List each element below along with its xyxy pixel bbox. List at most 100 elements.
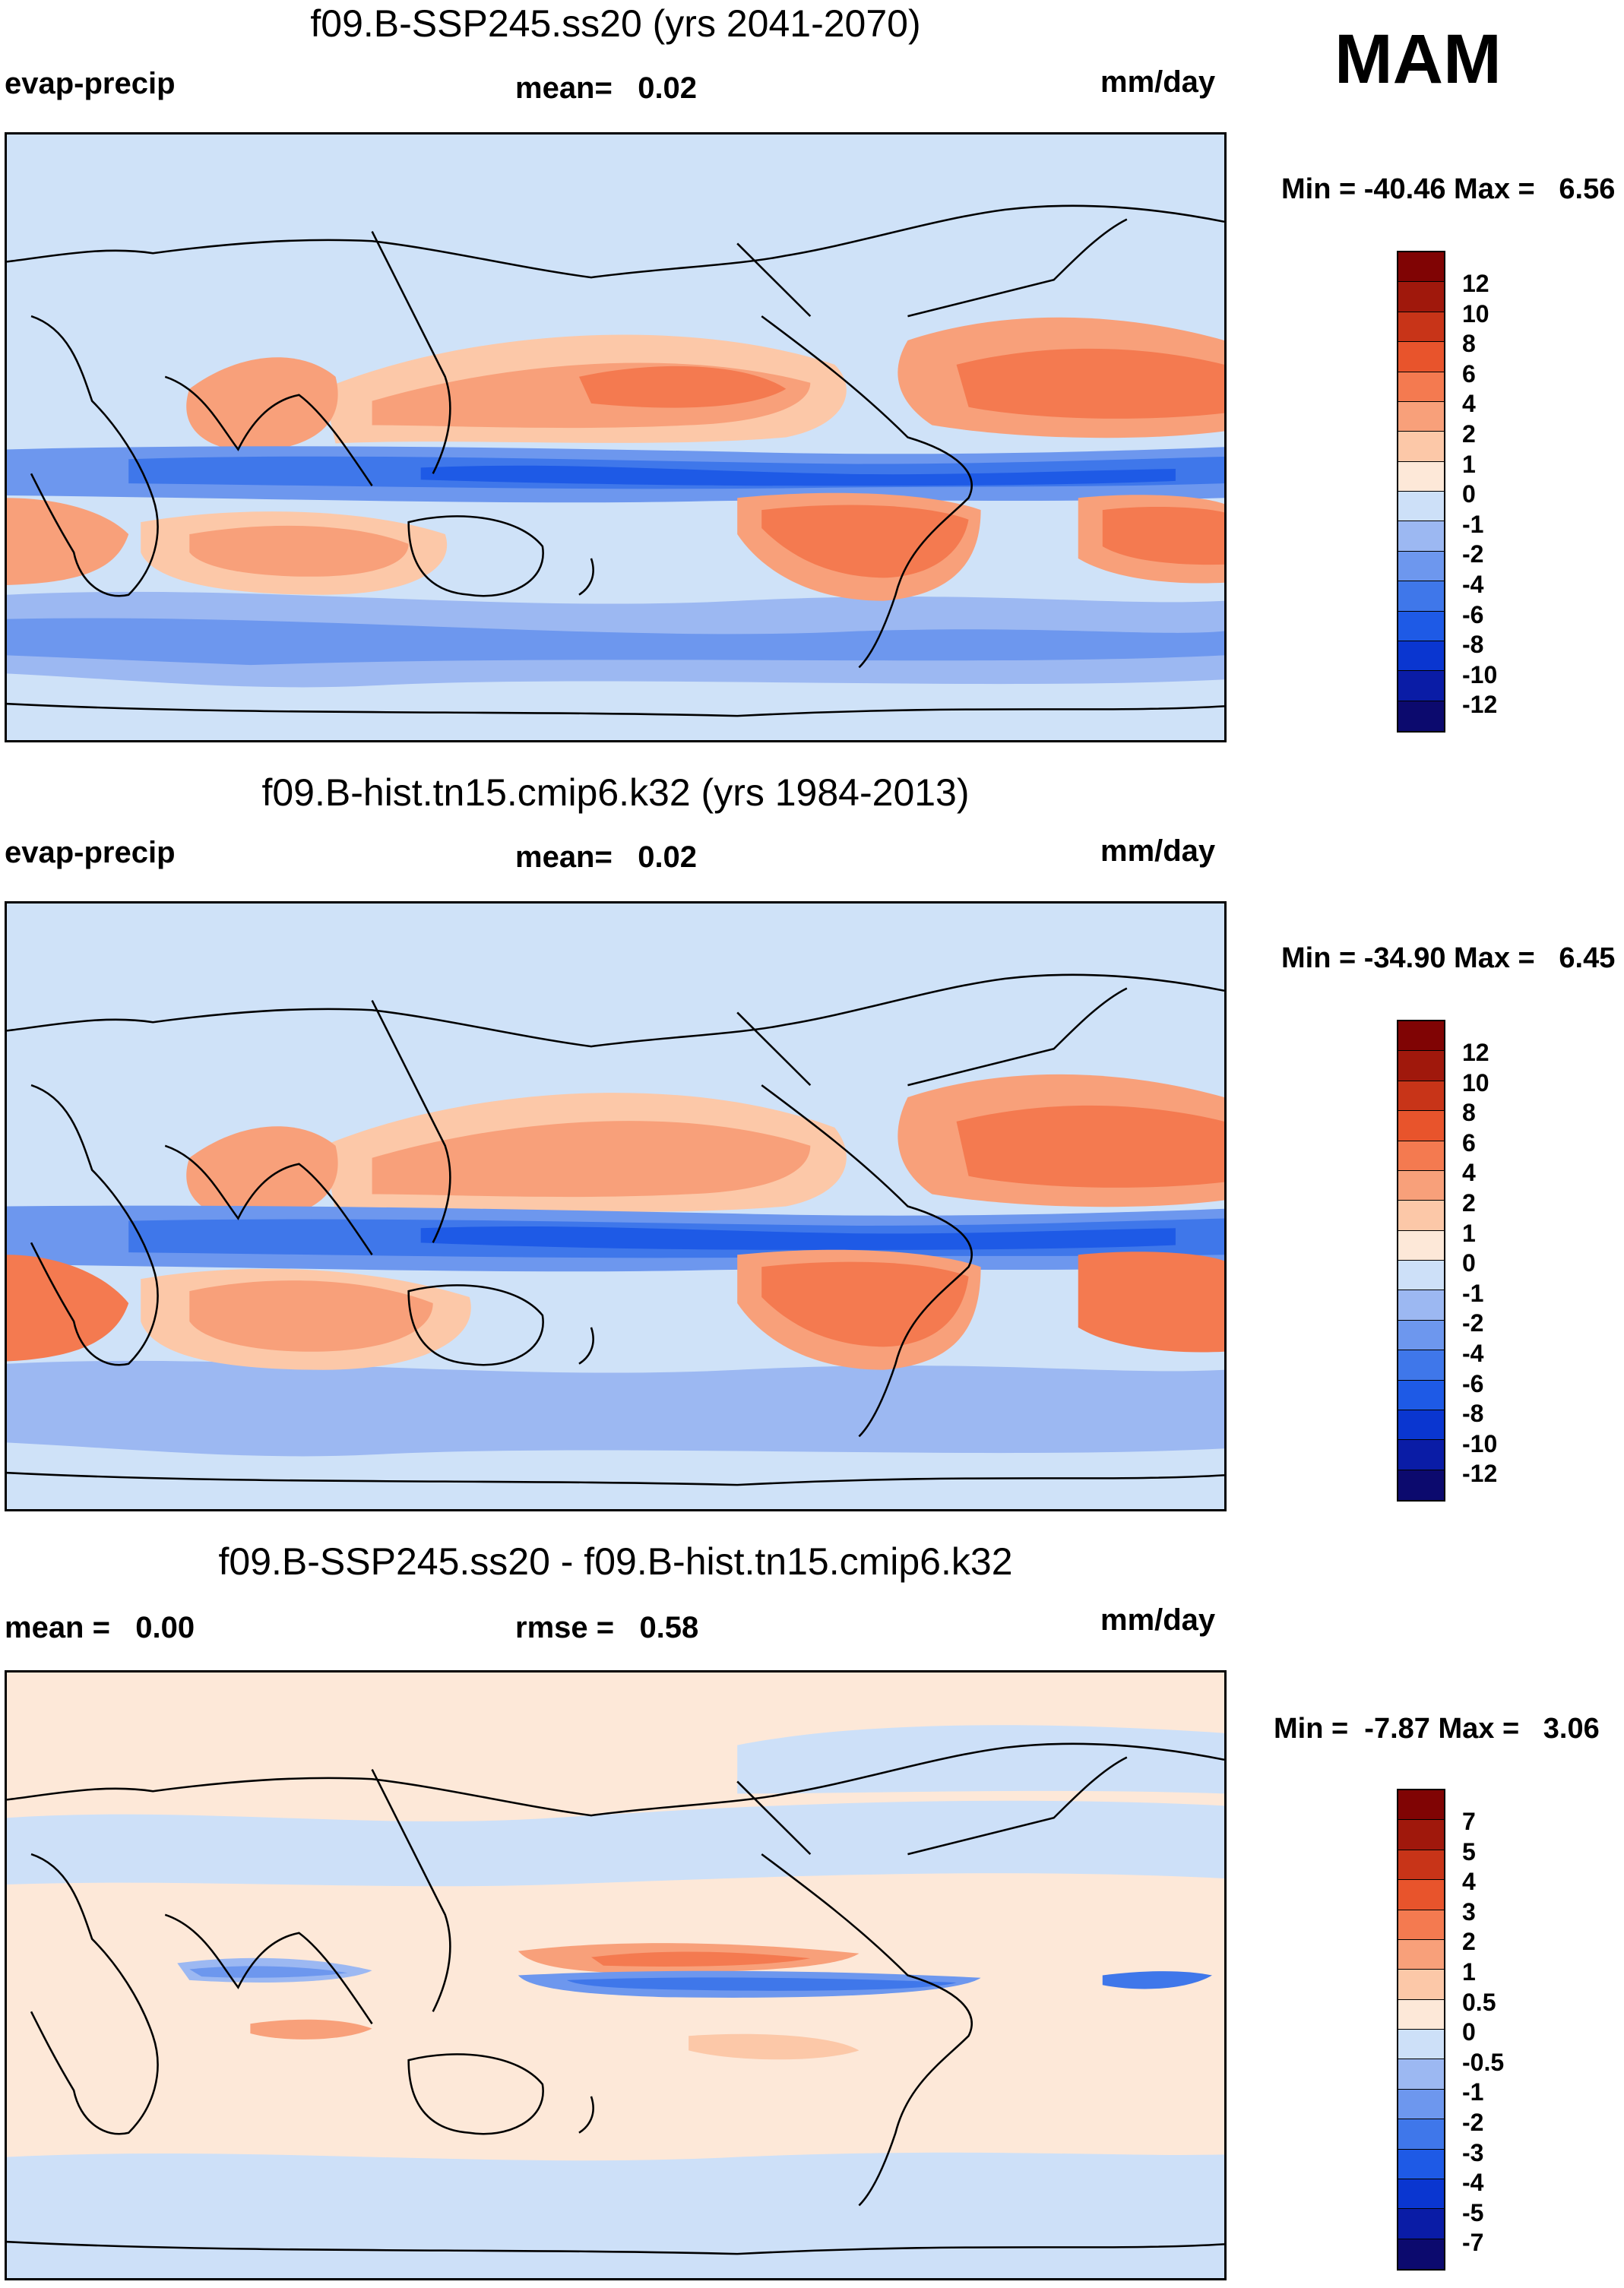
colorbar-swatch	[1398, 1380, 1444, 1410]
panel-2-minmax: Min = -34.90 Max = 6.45	[1281, 942, 1616, 974]
panel-2-mean-label: mean= 0.02	[515, 840, 698, 874]
colorbar-swatch	[1398, 1880, 1444, 1910]
panel-3-mean-label: mean = 0.00	[5, 1611, 195, 1644]
colorbar-swatch	[1398, 2030, 1444, 2060]
colorbar-swatch	[1398, 1470, 1444, 1500]
colorbar-swatch	[1398, 2239, 1444, 2269]
colorbar-swatch	[1398, 1261, 1444, 1291]
colorbar-swatch	[1398, 432, 1444, 462]
colorbar-swatch	[1398, 2059, 1444, 2090]
colorbar-tick-label: 4	[1462, 1868, 1476, 1896]
panel-2-title: f09.B-hist.tn15.cmip6.k32 (yrs 1984-2013…	[261, 771, 970, 814]
colorbar-tick-label: 0.5	[1462, 1988, 1496, 2016]
colorbar-swatch	[1398, 1790, 1444, 1821]
colorbar-swatch	[1398, 1021, 1444, 1052]
colorbar-tick-label: 2	[1462, 1189, 1476, 1217]
colorbar-swatch	[1398, 671, 1444, 701]
colorbar-tick-label: -1	[1462, 2078, 1484, 2106]
colorbar-swatch	[1398, 1910, 1444, 1940]
colorbar-tick-label: 8	[1462, 330, 1476, 358]
panel-2-colorbar	[1397, 1020, 1445, 1502]
colorbar-swatch	[1398, 2149, 1444, 2179]
colorbar-tick-label: -2	[1462, 1309, 1484, 1337]
colorbar-swatch	[1398, 1820, 1444, 1850]
panel-3-minmax: Min = -7.87 Max = 3.06	[1274, 1713, 1600, 1745]
colorbar-swatch	[1398, 1350, 1444, 1381]
colorbar-swatch	[1398, 1440, 1444, 1470]
colorbar-tick-label: 6	[1462, 359, 1476, 388]
colorbar-tick-label: 1	[1462, 450, 1476, 478]
colorbar-swatch	[1398, 492, 1444, 522]
colorbar-tick-label: -10	[1462, 1429, 1498, 1457]
colorbar-tick-label: -4	[1462, 571, 1484, 598]
colorbar-swatch	[1398, 1201, 1444, 1231]
panel-3-title: f09.B-SSP245.ss20 - f09.B-hist.tn15.cmip…	[218, 1540, 1013, 1583]
colorbar-tick-label: 1	[1462, 1219, 1476, 1247]
colorbar-swatch	[1398, 312, 1444, 343]
colorbar-swatch	[1398, 641, 1444, 672]
colorbar-tick-label: 1	[1462, 1958, 1476, 1986]
colorbar-tick-label: 2	[1462, 1928, 1476, 1956]
colorbar-tick-label: -1	[1462, 1279, 1484, 1307]
colorbar-tick-label: 4	[1462, 1159, 1476, 1187]
colorbar-tick-label: 5	[1462, 1837, 1476, 1866]
colorbar-swatch	[1398, 2119, 1444, 2150]
colorbar-swatch	[1398, 701, 1444, 731]
colorbar-tick-label: -6	[1462, 600, 1484, 628]
colorbar-tick-label: 8	[1462, 1099, 1476, 1127]
colorbar-tick-label: 10	[1462, 299, 1489, 328]
panel-1-title: f09.B-SSP245.ss20 (yrs 2041-2070)	[310, 2, 921, 45]
colorbar-swatch	[1398, 2179, 1444, 2210]
colorbar-swatch	[1398, 521, 1444, 552]
colorbar-tick-label: 0	[1462, 2018, 1476, 2046]
panel-1-colorbar	[1397, 251, 1445, 733]
colorbar-swatch	[1398, 1111, 1444, 1141]
colorbar-tick-label: 7	[1462, 1808, 1476, 1835]
colorbar-swatch	[1398, 372, 1444, 402]
panel-2-units-label: mm/day	[1100, 834, 1216, 868]
colorbar-tick-label: 0	[1462, 480, 1476, 508]
colorbar-tick-label: -2	[1462, 540, 1484, 568]
panel-3-units-label: mm/day	[1100, 1603, 1216, 1637]
colorbar-tick-label: -12	[1462, 691, 1498, 719]
colorbar-swatch	[1398, 1999, 1444, 2030]
colorbar-tick-label: -7	[1462, 2229, 1484, 2257]
colorbar-swatch	[1398, 1320, 1444, 1351]
colorbar-tick-label: 12	[1462, 1039, 1489, 1066]
colorbar-tick-label: -8	[1462, 631, 1484, 659]
colorbar-swatch	[1398, 1051, 1444, 1081]
panel-2-variable-label: evap-precip	[5, 836, 176, 869]
colorbar-tick-label: -3	[1462, 2138, 1484, 2166]
colorbar-swatch	[1398, 1170, 1444, 1201]
panel-1-map	[5, 132, 1227, 742]
colorbar-swatch	[1398, 1970, 1444, 2000]
colorbar-tick-label: 0	[1462, 1249, 1476, 1277]
colorbar-tick-label: 3	[1462, 1897, 1476, 1926]
colorbar-swatch	[1398, 1290, 1444, 1321]
panel-3-map	[5, 1670, 1227, 2280]
panel-1-minmax: Min = -40.46 Max = 6.56	[1281, 173, 1616, 205]
colorbar-swatch	[1398, 461, 1444, 492]
colorbar-tick-label: -10	[1462, 660, 1498, 688]
colorbar-tick-label: -12	[1462, 1460, 1498, 1488]
panel-1-mean-label: mean= 0.02	[515, 71, 698, 105]
colorbar-tick-label: 6	[1462, 1128, 1476, 1157]
colorbar-swatch	[1398, 1410, 1444, 1441]
colorbar-tick-label: -4	[1462, 2169, 1484, 2197]
colorbar-swatch	[1398, 611, 1444, 641]
colorbar-swatch	[1398, 2089, 1444, 2120]
colorbar-swatch	[1398, 252, 1444, 283]
panel-2-map	[5, 901, 1227, 1511]
colorbar-swatch	[1398, 342, 1444, 372]
colorbar-tick-label: -4	[1462, 1340, 1484, 1367]
panel-1-variable-label: evap-precip	[5, 67, 176, 100]
colorbar-swatch	[1398, 551, 1444, 582]
colorbar-swatch	[1398, 1141, 1444, 1171]
colorbar-swatch	[1398, 1081, 1444, 1112]
colorbar-swatch	[1398, 1850, 1444, 1881]
colorbar-tick-label: 4	[1462, 390, 1476, 418]
colorbar-tick-label: -1	[1462, 510, 1484, 538]
panel-1-units-label: mm/day	[1100, 65, 1216, 99]
colorbar-tick-label: 12	[1462, 270, 1489, 297]
colorbar-swatch	[1398, 1230, 1444, 1261]
